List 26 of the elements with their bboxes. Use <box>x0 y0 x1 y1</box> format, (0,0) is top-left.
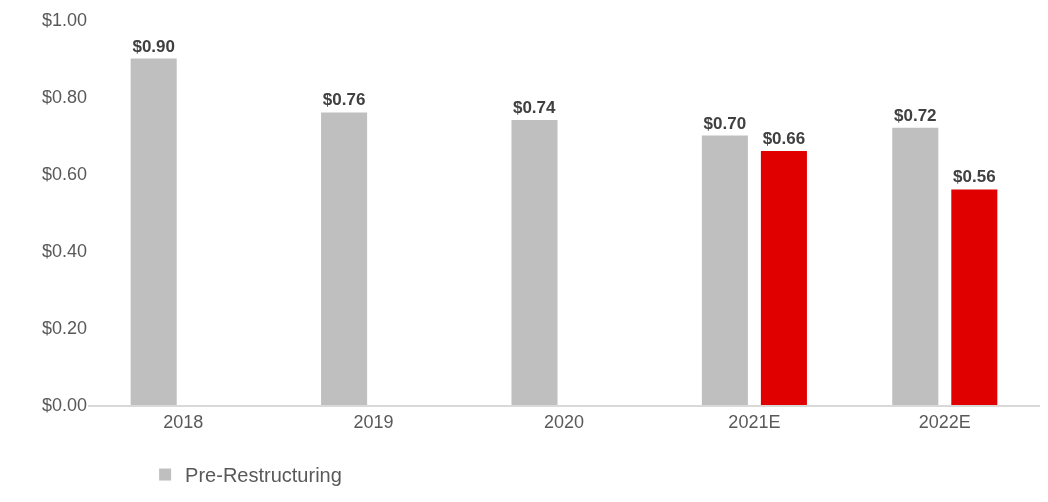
bar <box>892 127 939 405</box>
y-tick-label: $1.00 <box>41 10 87 31</box>
x-tick-label: 2020 <box>543 412 585 433</box>
data-label: $0.76 <box>322 90 366 110</box>
data-label: $0.70 <box>703 113 747 133</box>
x-tick-label: 2021E <box>728 412 781 433</box>
y-tick-label: $0.60 <box>41 164 87 185</box>
bar <box>511 120 558 405</box>
data-label: $0.66 <box>762 128 806 148</box>
y-tick-label: $0.80 <box>41 87 87 108</box>
data-label: $0.56 <box>953 167 996 187</box>
data-label: $0.90 <box>132 36 175 56</box>
x-tick-label: 2022E <box>918 412 971 433</box>
y-tick-label: $0.00 <box>41 395 87 416</box>
bar <box>951 189 998 405</box>
data-label: $0.72 <box>894 105 937 125</box>
data-label: $0.74 <box>512 98 557 118</box>
bar <box>321 112 368 405</box>
x-tick-label: 2019 <box>353 412 394 433</box>
legend-label: Pre-Restructuring <box>185 464 342 487</box>
y-tick-label: $0.40 <box>41 241 87 262</box>
y-tick-label: $0.20 <box>41 318 87 339</box>
bar <box>701 135 748 405</box>
x-tick-label: 2018 <box>163 412 204 433</box>
bar <box>760 150 807 405</box>
bar <box>130 58 177 405</box>
